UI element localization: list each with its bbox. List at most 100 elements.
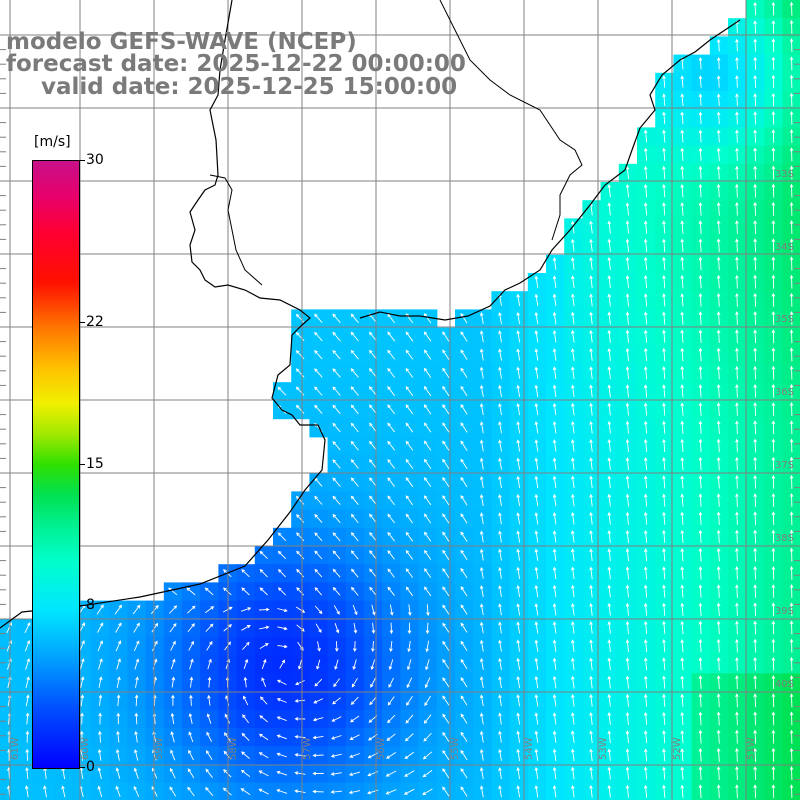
wind-arrow	[570, 257, 575, 270]
wind-arrow	[607, 439, 612, 452]
wind-arrow	[534, 766, 539, 780]
wind-arrow	[643, 493, 648, 507]
wind-arrow	[607, 621, 612, 634]
wind-arrow	[134, 658, 140, 670]
wind-arrow	[348, 771, 361, 777]
wind-arrow	[115, 640, 122, 652]
wind-arrow	[295, 495, 305, 505]
wind-arrow	[662, 657, 666, 671]
wind-arrow	[479, 694, 484, 707]
wind-arrow	[25, 676, 30, 689]
wind-arrow	[753, 111, 757, 125]
wind-arrow	[789, 201, 794, 216]
wind-arrow	[206, 731, 213, 742]
wind-arrow	[188, 640, 194, 651]
wind-arrow	[643, 693, 648, 707]
latitude-label: 37S	[775, 460, 794, 471]
wind-arrow	[680, 602, 685, 616]
wind-arrow	[643, 784, 648, 798]
wind-arrow	[789, 274, 794, 289]
wind-arrow	[534, 785, 539, 798]
wind-arrow	[516, 748, 521, 761]
wind-arrow	[552, 712, 557, 725]
wind-arrow	[570, 329, 575, 343]
wind-arrow	[187, 786, 195, 797]
wind-arrow	[259, 569, 268, 578]
wind-arrow	[516, 512, 521, 525]
wind-arrow	[625, 165, 630, 180]
wind-arrow	[516, 457, 521, 470]
colorbar-tick	[79, 321, 85, 323]
wind-arrow	[735, 147, 739, 161]
wind-arrow	[589, 311, 593, 325]
wind-arrow	[698, 365, 703, 380]
wind-arrow	[753, 493, 757, 507]
wind-arrow	[716, 311, 721, 325]
wind-arrow	[350, 715, 360, 723]
wind-arrow	[789, 493, 794, 508]
wind-arrow	[442, 731, 450, 742]
wind-arrow	[789, 474, 794, 489]
wind-arrow	[405, 404, 414, 415]
wind-arrow	[460, 513, 468, 524]
wind-arrow	[25, 712, 30, 725]
wind-arrow	[716, 201, 721, 216]
wind-arrow	[116, 712, 121, 725]
wind-arrow	[442, 786, 450, 797]
country-border	[439, 0, 583, 241]
wind-arrow	[387, 568, 395, 578]
wind-arrow	[314, 404, 323, 414]
wind-arrow	[789, 602, 794, 617]
wind-arrow	[698, 256, 703, 271]
wind-arrow	[261, 677, 267, 688]
wind-arrow	[735, 747, 739, 762]
wind-arrow	[389, 640, 393, 653]
wind-arrow	[425, 622, 430, 635]
wind-arrow	[552, 785, 557, 798]
wind-arrow	[662, 493, 666, 507]
wind-arrow	[315, 623, 322, 633]
wind-arrow	[498, 621, 502, 634]
wind-arrow	[259, 643, 269, 649]
wind-arrow	[789, 56, 794, 71]
colorbar-tick	[79, 767, 85, 768]
wind-arrow	[479, 785, 484, 798]
wind-arrow	[698, 475, 703, 489]
wind-arrow	[405, 513, 414, 524]
wind-arrow	[662, 165, 666, 180]
wind-arrow	[369, 513, 377, 524]
wind-arrow	[534, 603, 539, 616]
wind-arrow	[589, 584, 593, 598]
wind-arrow	[570, 384, 575, 398]
wind-arrow	[716, 657, 721, 671]
wind-arrow	[570, 584, 575, 598]
wind-arrow	[789, 74, 794, 89]
wind-arrow	[625, 493, 630, 507]
wind-arrow	[589, 475, 593, 489]
wind-arrow	[735, 256, 739, 271]
wind-arrow	[534, 293, 539, 307]
wind-arrow	[698, 402, 703, 416]
wind-arrow	[24, 640, 31, 652]
wind-arrow	[789, 638, 794, 653]
wind-arrow	[403, 788, 415, 795]
wind-arrow	[771, 1, 776, 16]
wind-arrow	[460, 349, 468, 360]
wind-arrow	[570, 621, 575, 634]
wind-arrow	[259, 715, 268, 723]
wind-arrow	[570, 784, 575, 798]
wind-arrow	[61, 785, 66, 798]
wind-arrow	[570, 748, 575, 762]
wind-arrow	[698, 438, 703, 453]
wind-arrow	[552, 493, 557, 507]
wind-arrow	[607, 366, 612, 380]
wind-arrow	[662, 639, 666, 653]
wind-arrow	[516, 439, 521, 452]
wind-arrow	[295, 680, 305, 686]
wind-arrow	[680, 693, 685, 707]
speed-cell	[182, 782, 201, 800]
longitude-label: 55W	[450, 737, 461, 760]
wind-arrow	[276, 789, 288, 794]
wind-arrow	[643, 238, 648, 252]
wind-arrow	[771, 147, 776, 162]
